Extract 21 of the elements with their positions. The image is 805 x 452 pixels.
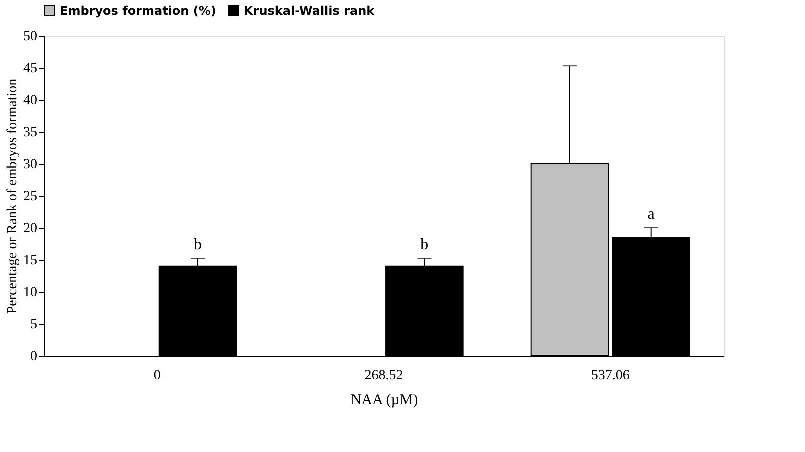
annotation: b [194,236,202,254]
y-tick-label: 10 [24,286,38,300]
y-tick-label: 35 [24,126,38,140]
y-tick-label: 50 [24,30,38,44]
x-tick-label: 0 [154,368,161,384]
y-tick-label: 20 [24,222,38,236]
y-tick-label: 15 [24,254,38,268]
y-tick-label: 0 [30,350,38,364]
x-axis-title: NAA (µM) [350,392,418,408]
y-tick-label: 30 [24,158,38,172]
legend-label: Kruskal-Wallis rank [244,4,376,18]
y-axis-title: Percentage or Rank of embryos formation [6,78,20,314]
legend-label: Embryos formation (%) [60,4,216,18]
y-tick-label: 25 [24,190,38,204]
y-tick-label: 40 [24,94,38,108]
annotation: b [420,236,429,254]
y-tick-label: 5 [30,318,38,332]
y-tick-label: 45 [24,62,38,76]
x-tick-label: 537.06 [591,368,630,384]
annotation: a [648,206,655,223]
x-tick-label: 268.52 [364,368,404,384]
